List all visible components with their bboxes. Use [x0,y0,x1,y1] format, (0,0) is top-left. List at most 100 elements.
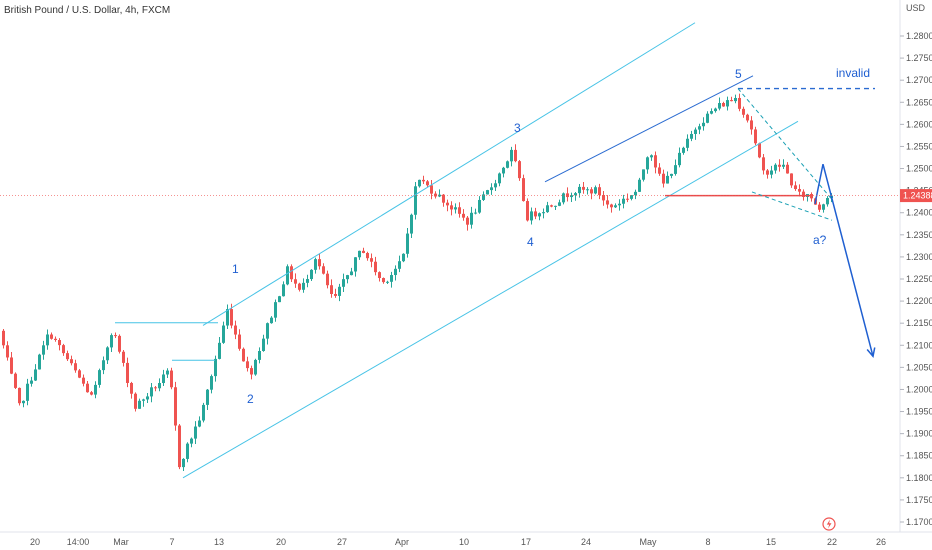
candle-body [678,152,681,166]
candle-body [730,100,733,102]
projection-path [814,163,874,357]
candle-body [770,170,773,175]
candle-body [774,164,777,171]
candle-body [630,195,633,199]
candle-body [482,194,485,200]
candle-body [62,345,65,354]
candle-body [662,173,665,184]
candle-body [162,374,165,384]
candle-body [30,380,33,384]
candle-body [594,187,597,194]
price-tick-label: 1.22000 [906,296,932,306]
candle-body [370,258,373,262]
symbol-title: British Pound / U.S. Dollar, 4h, FXCM [4,5,170,16]
candle-body [414,186,417,215]
candle-body [610,204,613,208]
candle-body [474,212,477,214]
wedge-lower-line [751,191,833,221]
candle-body [398,261,401,269]
candle-body [498,173,501,184]
candle-body [738,97,741,109]
candle-body [794,185,797,190]
candle-body [766,170,769,175]
price-tick-label: 1.22500 [906,274,932,284]
candle-body [14,373,17,388]
candle-body [222,325,225,343]
candle-body [818,204,821,210]
candle-body [650,155,653,158]
candle-body [202,404,205,421]
candle-body [718,103,721,109]
candle-body [446,202,449,206]
candle-body [538,213,541,217]
time-tick-label: 15 [766,537,776,547]
candle-body [330,285,333,294]
candle-body [250,368,253,375]
candle-body [218,342,221,359]
candle-body [10,357,13,374]
drawings-layer [0,22,900,479]
price-tick-label: 1.26000 [906,119,932,129]
candle-body [598,187,601,196]
candle-body [690,133,693,139]
wave-label-1: 1 [232,262,239,276]
candle-body [534,211,537,217]
candle-body [262,338,265,351]
candle-body [754,129,757,144]
candle-body [402,253,405,262]
candle-body [282,284,285,297]
candle-body [342,279,345,287]
candle-body [306,279,309,283]
candle-body [302,282,305,290]
candle-body [94,384,97,395]
candle-body [546,205,549,213]
candle-body [710,111,713,114]
price-tick-label: 1.23000 [906,252,932,262]
price-tick-label: 1.26500 [906,97,932,107]
candle-body [450,205,453,210]
time-tick-label: 26 [876,537,886,547]
time-tick-label: 8 [705,537,710,547]
candle-body [390,275,393,282]
candle-body [578,186,581,194]
candle-body [746,114,749,121]
price-axis[interactable]: 1.28000 1.27500 1.27000 1.26500 1.26000 1.255… [900,31,932,527]
candle-body [698,126,701,130]
projection-arrowhead [866,347,876,358]
candle-body [194,426,197,439]
candle-body [154,387,157,389]
candle-body [506,161,509,168]
price-tick-label: 1.21500 [906,318,932,328]
time-tick-label: 20 [30,537,40,547]
candle-body [658,167,661,174]
candle-body [602,195,605,201]
candle-body [206,389,209,405]
lightning-icon[interactable] [822,517,836,531]
candle-body [318,259,321,267]
wedge-upper-line [737,88,833,200]
candle-body [462,213,465,218]
candle-body [266,323,269,339]
candle-body [334,293,337,296]
candle-body [146,396,149,400]
candle-body [142,399,145,401]
candle-body [566,193,569,198]
candle-body [574,193,577,196]
candle-body [314,259,317,270]
candle-body [682,147,685,153]
candle-body [418,179,421,187]
candle-body [310,269,313,280]
candle-body [198,420,201,427]
time-axis[interactable]: 20 14:00 Mar 7 13 20 27 Apr 10 17 24 May 8 15 22 26 [30,537,886,547]
candle-body [286,266,289,285]
candle-body [294,279,297,284]
candle-body [518,161,521,179]
candle-body [42,345,45,355]
candle-body [254,359,257,375]
candle-body [102,360,105,371]
candle-body [174,387,177,426]
price-tick-label: 1.19500 [906,407,932,417]
price-tick-label: 1.27000 [906,75,932,85]
candle-body [666,175,669,184]
